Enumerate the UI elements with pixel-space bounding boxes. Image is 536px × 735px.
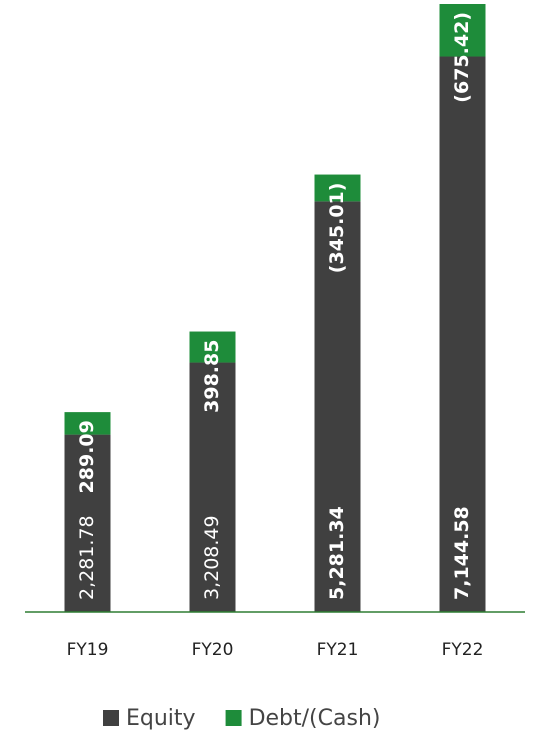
value-label: 5,281.34 — [326, 506, 348, 600]
bar-segment — [189, 362, 236, 612]
value-label: (675.42) — [451, 12, 473, 103]
value-label: 3,208.49 — [201, 515, 223, 600]
bar-segment — [314, 174, 361, 202]
value-label: 7,144.58 — [451, 506, 473, 600]
x-tick-label: FY22 — [442, 640, 484, 660]
x-tick-label: FY19 — [67, 640, 109, 660]
legend-swatch — [225, 710, 242, 726]
bar-segment — [439, 56, 486, 612]
value-label: 289.09 — [76, 420, 98, 493]
value-label: 398.85 — [201, 340, 223, 413]
bar-segment — [189, 331, 236, 363]
x-tick-label: FY21 — [317, 640, 359, 660]
value-label: 2,281.78 — [76, 515, 98, 600]
bar-segment — [64, 412, 111, 435]
bar-segment — [64, 434, 111, 612]
legend-label: Equity — [126, 706, 196, 731]
value-label: (345.01) — [326, 183, 348, 274]
x-tick-label: FY20 — [192, 640, 234, 660]
bar-segment — [439, 4, 486, 57]
legend-swatch — [103, 710, 119, 726]
bar-segment — [314, 201, 361, 612]
legend-label: Debt/(Cash) — [249, 706, 381, 731]
